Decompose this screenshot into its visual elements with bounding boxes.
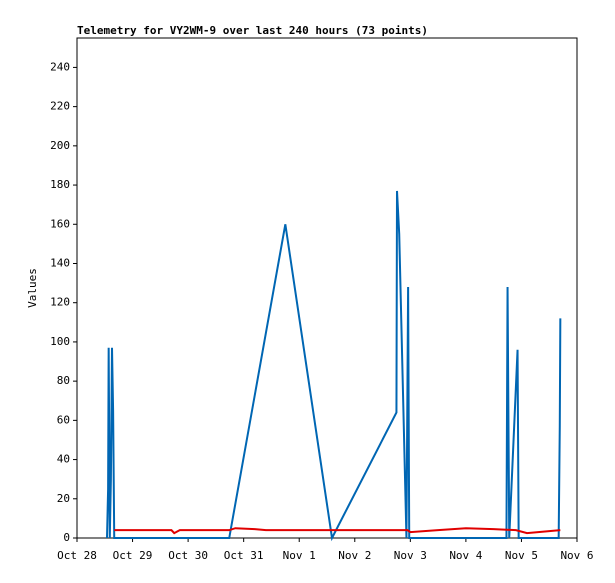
x-tick-label: Nov 1 <box>283 549 316 562</box>
x-tick-label: Oct 30 <box>168 549 208 562</box>
y-tick-label: 100 <box>50 335 70 348</box>
y-tick-label: 180 <box>50 178 70 191</box>
y-tick-label: 80 <box>57 374 70 387</box>
x-tick-label: Nov 3 <box>394 549 427 562</box>
y-tick-label: 240 <box>50 60 70 73</box>
x-tick-label: Nov 2 <box>338 549 371 562</box>
y-tick-label: 160 <box>50 217 70 230</box>
x-tick-label: Nov 4 <box>449 549 482 562</box>
y-tick-label: 20 <box>57 492 70 505</box>
y-tick-label: 0 <box>63 531 70 544</box>
x-tick-label: Nov 5 <box>505 549 538 562</box>
y-tick-label: 220 <box>50 100 70 113</box>
y-axis-label: Values <box>26 268 39 308</box>
chart-title: Telemetry for VY2WM-9 over last 240 hour… <box>77 24 428 37</box>
series-line <box>106 190 562 542</box>
x-tick-label: Oct 29 <box>113 549 153 562</box>
plot-frame <box>76 37 578 539</box>
series-line <box>114 527 561 535</box>
y-tick-label: 60 <box>57 413 70 426</box>
y-tick-label: 200 <box>50 139 70 152</box>
y-tick-label: 140 <box>50 256 70 269</box>
y-tick-label: 120 <box>50 296 70 309</box>
y-tick-label: 40 <box>57 453 70 466</box>
x-tick-label: Nov 6 <box>560 549 593 562</box>
x-tick-label: Oct 31 <box>224 549 264 562</box>
x-tick-label: Oct 28 <box>57 549 97 562</box>
